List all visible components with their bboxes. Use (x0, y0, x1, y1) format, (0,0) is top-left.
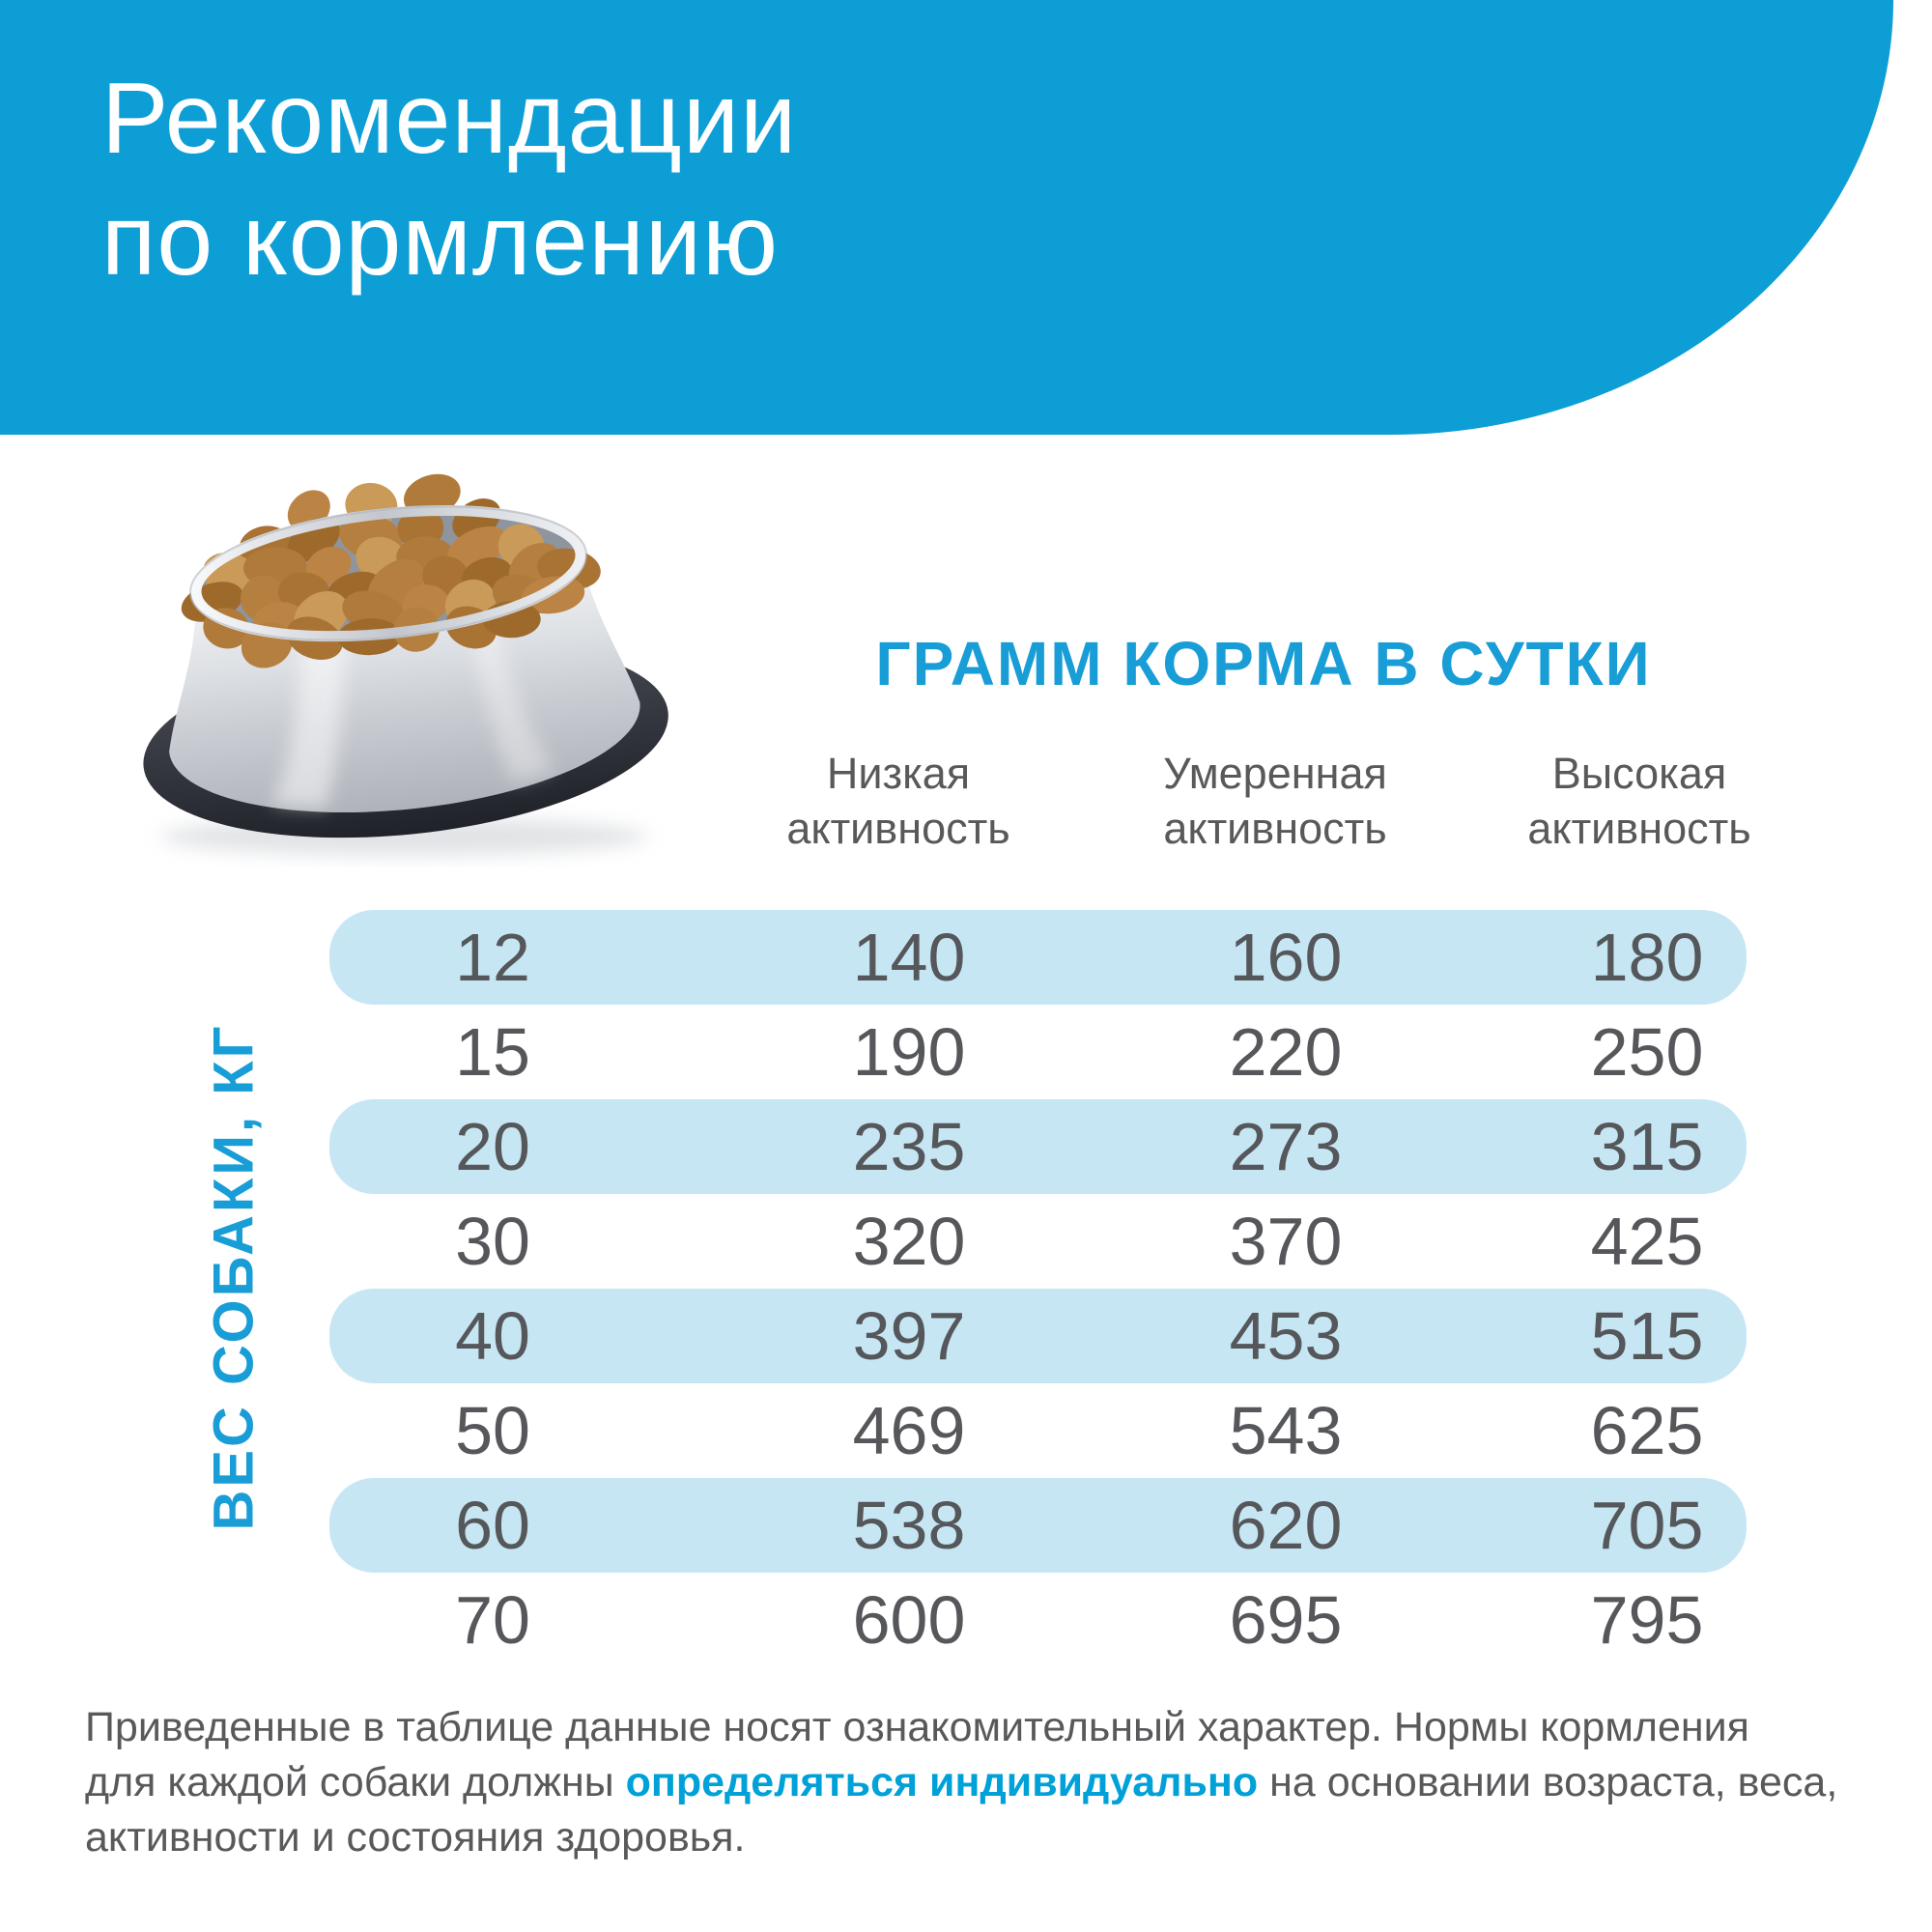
low-activity-cell: 397 (852, 1298, 966, 1374)
page-title-line2: по кормлению (101, 185, 779, 297)
moderate-activity-cell: 220 (1229, 1014, 1343, 1090)
high-activity-cell: 795 (1590, 1582, 1704, 1658)
high-activity-cell: 705 (1590, 1488, 1704, 1563)
table-row: 30 320 370 425 (329, 1194, 1747, 1289)
moderate-activity-cell: 543 (1229, 1393, 1343, 1468)
weight-cell: 30 (455, 1204, 530, 1279)
high-activity-cell: 315 (1590, 1109, 1704, 1184)
weight-axis-label: ВЕС СОБАКИ, КГ (202, 1023, 266, 1531)
disclaimer-line2-pre: для каждой собаки должны (85, 1759, 626, 1805)
header-banner: Рекомендации по кормлению (0, 0, 1893, 435)
table-row: 40 397 453 515 (329, 1289, 1747, 1383)
low-activity-cell: 140 (852, 920, 966, 995)
column-header-high-activity: Высокая активность (1527, 749, 1751, 853)
disclaimer-line1-text: Приведенные в таблице данные носят ознак… (85, 1704, 1749, 1750)
feeding-table: 12 140 160 180 15 190 220 250 20 235 273… (329, 910, 1747, 1667)
table-row: 20 235 273 315 (329, 1099, 1747, 1194)
high-activity-cell: 515 (1590, 1298, 1704, 1374)
column-header-moderate-activity: Умеренная активность (1163, 749, 1387, 853)
table-row: 70 600 695 795 (329, 1573, 1747, 1667)
moderate-activity-cell: 160 (1229, 920, 1343, 995)
bowl-sheen-2 (469, 620, 555, 784)
low-activity-cell: 190 (852, 1014, 966, 1090)
weight-cell: 15 (455, 1014, 530, 1090)
table-row: 50 469 543 625 (329, 1383, 1747, 1478)
dog-food-bowl-image (143, 473, 668, 856)
disclaimer-line2: для каждой собаки должны определяться ин… (85, 1755, 1901, 1810)
low-activity-cell: 469 (852, 1393, 966, 1468)
weight-cell: 40 (455, 1298, 530, 1374)
disclaimer-line3: активности и состояния здоровья. (85, 1810, 1901, 1865)
page-title-line1: Рекомендации (101, 63, 798, 175)
bowl-group (143, 473, 668, 838)
low-activity-cell: 538 (852, 1488, 966, 1563)
weight-cell: 60 (455, 1488, 530, 1563)
weight-cell: 50 (455, 1393, 530, 1468)
moderate-activity-cell: 273 (1229, 1109, 1343, 1184)
weight-cell: 20 (455, 1109, 530, 1184)
disclaimer-line2-post: на основании возраста, веса, (1258, 1759, 1838, 1805)
column-header-low-activity: Низкая активность (786, 749, 1010, 853)
table-row: 60 538 620 705 (329, 1478, 1747, 1573)
disclaimer-line1: Приведенные в таблице данные носят ознак… (85, 1700, 1901, 1755)
table-title: ГРАММ КОРМА В СУТКИ (875, 629, 1652, 698)
low-activity-cell: 320 (852, 1204, 966, 1279)
weight-cell: 12 (455, 920, 530, 995)
table-row: 12 140 160 180 (329, 910, 1747, 1005)
disclaimer-text: Приведенные в таблице данные носят ознак… (85, 1700, 1901, 1865)
moderate-activity-cell: 695 (1229, 1582, 1343, 1658)
disclaimer-line3-text: активности и состояния здоровья. (85, 1814, 746, 1861)
high-activity-cell: 425 (1590, 1204, 1704, 1279)
bowl-rim-outline (189, 505, 588, 641)
low-activity-cell: 600 (852, 1582, 966, 1658)
disclaimer-highlight: определяться индивидуально (625, 1759, 1259, 1805)
moderate-activity-cell: 453 (1229, 1298, 1343, 1374)
bowl-sheen (271, 636, 347, 809)
weight-cell: 70 (455, 1582, 530, 1658)
page-title: Рекомендации по кормлению (0, 0, 1893, 301)
moderate-activity-cell: 620 (1229, 1488, 1343, 1563)
moderate-activity-cell: 370 (1229, 1204, 1343, 1279)
bowl-rim (190, 504, 586, 642)
high-activity-cell: 250 (1590, 1014, 1704, 1090)
low-activity-cell: 235 (852, 1109, 966, 1184)
high-activity-cell: 625 (1590, 1393, 1704, 1468)
high-activity-cell: 180 (1590, 920, 1704, 995)
table-row: 15 190 220 250 (329, 1005, 1747, 1099)
kibble-heap (181, 473, 601, 668)
